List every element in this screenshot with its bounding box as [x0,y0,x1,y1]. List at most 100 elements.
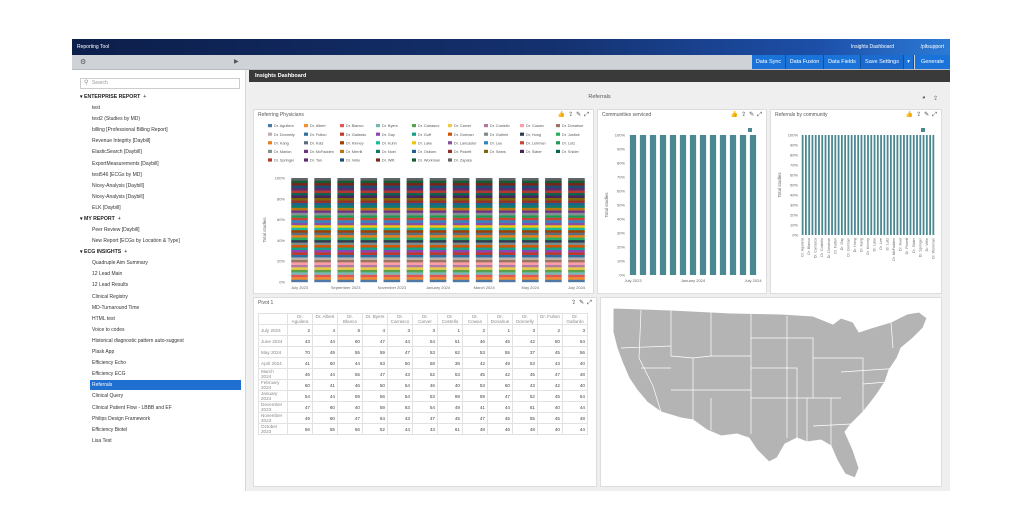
expand-icon[interactable]: ⤢ [932,112,937,118]
us-map[interactable] [601,298,943,488]
legend-swatch [448,132,452,136]
sidebar-item[interactable]: MD-Turnaround Time [92,304,140,311]
sidebar-item[interactable]: New Report [ECGs by Location & Type] [92,238,180,245]
share-icon[interactable]: ⇪ [741,112,747,118]
sidebar-item[interactable]: ELK [Daybill] [92,204,121,211]
comment-icon[interactable]: ✎ [576,112,582,118]
sidebar-item[interactable]: Efficiency Biotel [92,426,128,433]
pivot-column-header[interactable]: Dr. Fulton [537,313,563,325]
pivot-column-header[interactable]: Dr. Costello [437,313,463,325]
sidebar-item[interactable]: 12 Lead Results [92,282,129,289]
expand-icon[interactable]: ⤢ [757,112,762,118]
sidebar-item[interactable]: Voice to codes [92,326,125,333]
add-icon[interactable]: + [117,216,121,222]
us-map-shape[interactable] [612,307,928,479]
y-axis-label: Total studies [604,192,609,218]
table-cell: 1 [437,324,463,336]
bar [801,135,804,235]
x-tick-label: July 2023 [291,285,309,290]
pivot-column-header[interactable]: Dr. Donnelly [512,313,538,325]
sidebar-item[interactable]: Lisa Test [92,437,112,444]
sidebar-item[interactable]: Referrals [90,380,241,391]
add-icon[interactable]: + [124,249,128,256]
section-header[interactable]: ▾ ENTERPRISE REPORT + [80,94,146,100]
bar-segment [475,207,493,211]
chevron-down-icon[interactable]: ▾ [80,249,85,256]
bar [925,135,928,235]
pivot-column-header[interactable]: Dr. Carver [412,313,438,325]
sidebar-item[interactable]: billing [Professional Billing Report] [92,127,168,134]
sidebar-item[interactable]: Nicey-Analysis [Daybill] [92,182,144,189]
pivot-column-header[interactable]: Dr. Albert [312,313,338,325]
save-settings-button[interactable]: Save Settings [861,55,904,69]
palette-icon[interactable]: ◕ [922,95,926,101]
sidebar-item[interactable]: ExportMeasurements [Daybill] [92,160,159,167]
expand-icon[interactable]: ⤢ [584,112,589,118]
like-icon[interactable]: 👍 [730,112,739,118]
pivot-column-header[interactable]: Dr. Byers [362,313,388,325]
pivot-column-header[interactable]: Dr. Aguilera [287,313,313,325]
bar-segment [452,195,470,199]
section-header[interactable]: ▾ ECG INSIGHTS + [80,249,127,255]
share-icon[interactable]: ⇪ [571,300,577,306]
sidebar-item[interactable]: Philips Design Framework [92,415,151,422]
save-settings-dropdown-icon[interactable]: ▾ [904,55,914,69]
bar-segment [452,185,470,189]
sidebar-item[interactable]: test2 (Studies by MD) [92,116,141,123]
add-icon[interactable]: + [143,94,147,100]
legend-swatch [520,149,524,153]
sidebar-item[interactable]: Efficiency Echo [92,360,127,367]
pivot-column-header[interactable]: Dr. Donahue [487,313,513,325]
sidebar-item[interactable]: Clinical Registry [92,293,128,300]
expand-icon[interactable]: ⤢ [587,300,592,306]
pivot-column-header[interactable]: Dr. Blanco [337,313,363,325]
share-icon[interactable]: ⇪ [568,112,574,118]
sidebar-item[interactable]: Revenue Integrity [Daybill] [92,138,151,145]
sidebar-item[interactable]: ElasticSearch [Daybill] [92,149,142,156]
comment-icon[interactable]: ✎ [749,112,755,118]
like-icon[interactable]: 👍 [557,112,566,118]
table-cell: 70 [287,346,313,358]
comment-icon[interactable]: ✎ [924,112,930,118]
bar-segment [406,180,424,184]
pivot-column-header[interactable]: Dr. Gallardo [562,313,588,325]
data-fields-button[interactable]: Data Fields [824,55,861,69]
sidebar-item[interactable]: Peer Review [Daybill] [92,227,140,233]
bar-segment [429,227,447,231]
bar-segment [383,200,401,203]
sidebar-item[interactable]: Clinical Patient Flow - LBBB and EF [92,404,172,411]
generate-button[interactable]: Generate [915,55,950,69]
comment-icon[interactable]: ✎ [579,300,585,306]
sidebar-item[interactable]: HTML test [92,315,115,322]
share-icon[interactable]: ⇪ [933,96,939,102]
sidebar-item[interactable]: test546 [ECGs by MD] [92,171,142,178]
sidebar-item[interactable]: Efficiency ECG [92,371,126,378]
bar-segment [475,195,493,199]
sidebar-item[interactable]: Quadruple Aim Summary [92,260,148,267]
bar-segment [406,257,424,260]
chevron-down-icon[interactable]: ▾ [80,94,85,100]
share-icon[interactable]: ⇪ [916,112,922,118]
collapse-sidebar-icon[interactable]: ▶ [234,59,239,65]
section-header[interactable]: ▾ MY REPORT + [80,216,121,222]
data-fusion-button[interactable]: Data Fusion [786,55,824,69]
sidebar-item[interactable]: Clinical Query [92,393,124,400]
sidebar-item[interactable]: 12 Lead Main [92,271,123,278]
chevron-down-icon[interactable]: ▾ [80,216,85,222]
bar [729,135,737,275]
sidebar-item[interactable]: Historical diagnostic pattern auto-sugge… [92,337,184,344]
sidebar-item[interactable]: test [92,105,101,111]
search-input[interactable]: ⚲ Search [80,78,240,89]
pivot-column-header[interactable]: Dr. Carrasco [387,313,413,325]
pivot-column-header[interactable]: Dr. Cowan [462,313,488,325]
sliders-icon[interactable]: ⚙ [80,59,87,66]
like-icon[interactable]: 👍 [905,112,914,118]
bar-segment [429,202,447,206]
data-sync-button[interactable]: Data Sync [752,55,786,69]
bar-segment [498,215,516,218]
sidebar-item[interactable]: Nicey-Analysis [Daybill] [92,193,144,200]
user-name[interactable]: /pltsupport [920,44,944,50]
bar-segment [498,205,516,208]
breadcrumb[interactable]: Insights Dashboard [850,44,894,50]
sidebar-item[interactable]: Plask App [92,349,115,355]
